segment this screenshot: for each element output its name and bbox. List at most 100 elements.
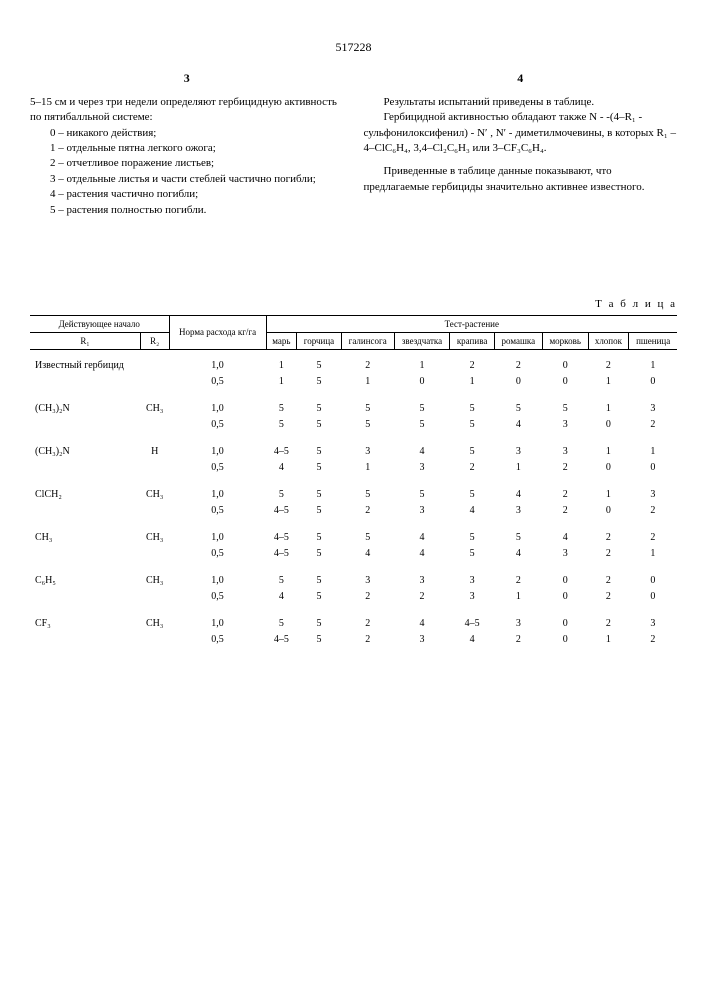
cell: 0 [588,503,629,522]
cell: 3 [394,460,450,479]
cell: 2 [588,522,629,546]
cell: 5 [341,417,394,436]
cell: 5 [341,393,394,417]
cell: 2 [542,479,588,503]
cell: 2 [542,503,588,522]
results-table: Действующее начало Норма расхода кг/га Т… [30,315,677,651]
cell: 1,0 [169,522,266,546]
cell: 1 [588,393,629,417]
cell: 4 [266,589,297,608]
table-row: 0,54–552343202 [30,503,677,522]
th-plant-5: ромашка [494,332,542,349]
cell: 0,5 [169,503,266,522]
th-norm: Норма расхода кг/га [169,315,266,349]
cell: 4–5 [266,503,297,522]
cell: 5 [450,393,495,417]
cell: 5 [266,608,297,632]
cell: 5 [450,479,495,503]
cell: CF₃ [30,608,140,632]
cell: 4–5 [450,608,495,632]
cell: 5 [297,374,341,393]
cell: 0 [494,374,542,393]
th-plant-1: горчица [297,332,341,349]
th-plant-2: галинсога [341,332,394,349]
cell: CH₃ [140,479,169,503]
cell [30,417,140,436]
cell: 3 [450,589,495,608]
cell: 0 [629,374,677,393]
th-main: Действующее начало [30,315,169,332]
table-row: (CH₃)₂NCH₃1,0555555513 [30,393,677,417]
cell: 4 [450,503,495,522]
left-intro: 5–15 см и через три недели определяют ге… [30,95,344,126]
cell: 1 [629,349,677,374]
cell: CH₃ [140,522,169,546]
table-row: 0,5151010010 [30,374,677,393]
cell: 3 [341,565,394,589]
cell [140,349,169,374]
cell: 5 [297,393,341,417]
cell: 1 [588,632,629,651]
table-row: 0,5452231020 [30,589,677,608]
cell [30,460,140,479]
cell: 0,5 [169,374,266,393]
th-test: Тест-растение [266,315,677,332]
cell: 2 [494,349,542,374]
cell: 2 [450,349,495,374]
cell [30,632,140,651]
cell: 0 [542,565,588,589]
cell: 4 [341,546,394,565]
cell: 3 [629,393,677,417]
table-label: Т а б л и ц а [30,298,677,310]
cell: 4 [394,436,450,460]
cell: 1,0 [169,565,266,589]
col-num-right: 4 [364,70,678,87]
cell: 5 [297,522,341,546]
cell: 5 [297,608,341,632]
cell: 5 [341,479,394,503]
cell: 2 [494,632,542,651]
cell: 4 [542,522,588,546]
cell [140,589,169,608]
scale-item-2: 2 – отчетливое поражение листьев; [30,156,344,171]
cell: 5 [297,436,341,460]
cell: 3 [542,417,588,436]
text-columns: 3 5–15 см и через три недели определяют … [30,70,677,218]
cell [140,417,169,436]
table-row: 0,54–552342012 [30,632,677,651]
cell: 5 [266,479,297,503]
cell: 2 [542,460,588,479]
cell: Известный гербицид [30,349,140,374]
cell: 0 [629,589,677,608]
cell: 5 [494,393,542,417]
cell: 1 [450,374,495,393]
right-p2: Гербицидной активностью обладают также N… [364,110,678,156]
cell: 1 [629,436,677,460]
cell: 2 [588,589,629,608]
cell [140,503,169,522]
right-p3: Приведенные в таблице данные показывают,… [364,164,678,195]
scale-item-5: 5 – растения полностью погибли. [30,203,344,218]
cell: 5 [394,479,450,503]
cell: 5 [494,522,542,546]
cell: 1,0 [169,608,266,632]
cell [30,503,140,522]
cell: 0 [588,460,629,479]
col-num-left: 3 [30,70,344,87]
left-column: 3 5–15 см и через три недели определяют … [30,70,344,218]
cell: 4 [450,632,495,651]
cell: 1,0 [169,479,266,503]
cell: 5 [297,349,341,374]
document-number: 517228 [30,40,677,55]
cell [140,546,169,565]
cell: 3 [494,503,542,522]
cell [30,374,140,393]
cell: (CH₃)₂N [30,393,140,417]
cell: 3 [394,565,450,589]
cell: 5 [297,460,341,479]
cell: CH₃ [30,522,140,546]
cell: 0 [629,565,677,589]
cell: 3 [542,436,588,460]
cell: 5 [297,589,341,608]
cell: 5 [297,565,341,589]
